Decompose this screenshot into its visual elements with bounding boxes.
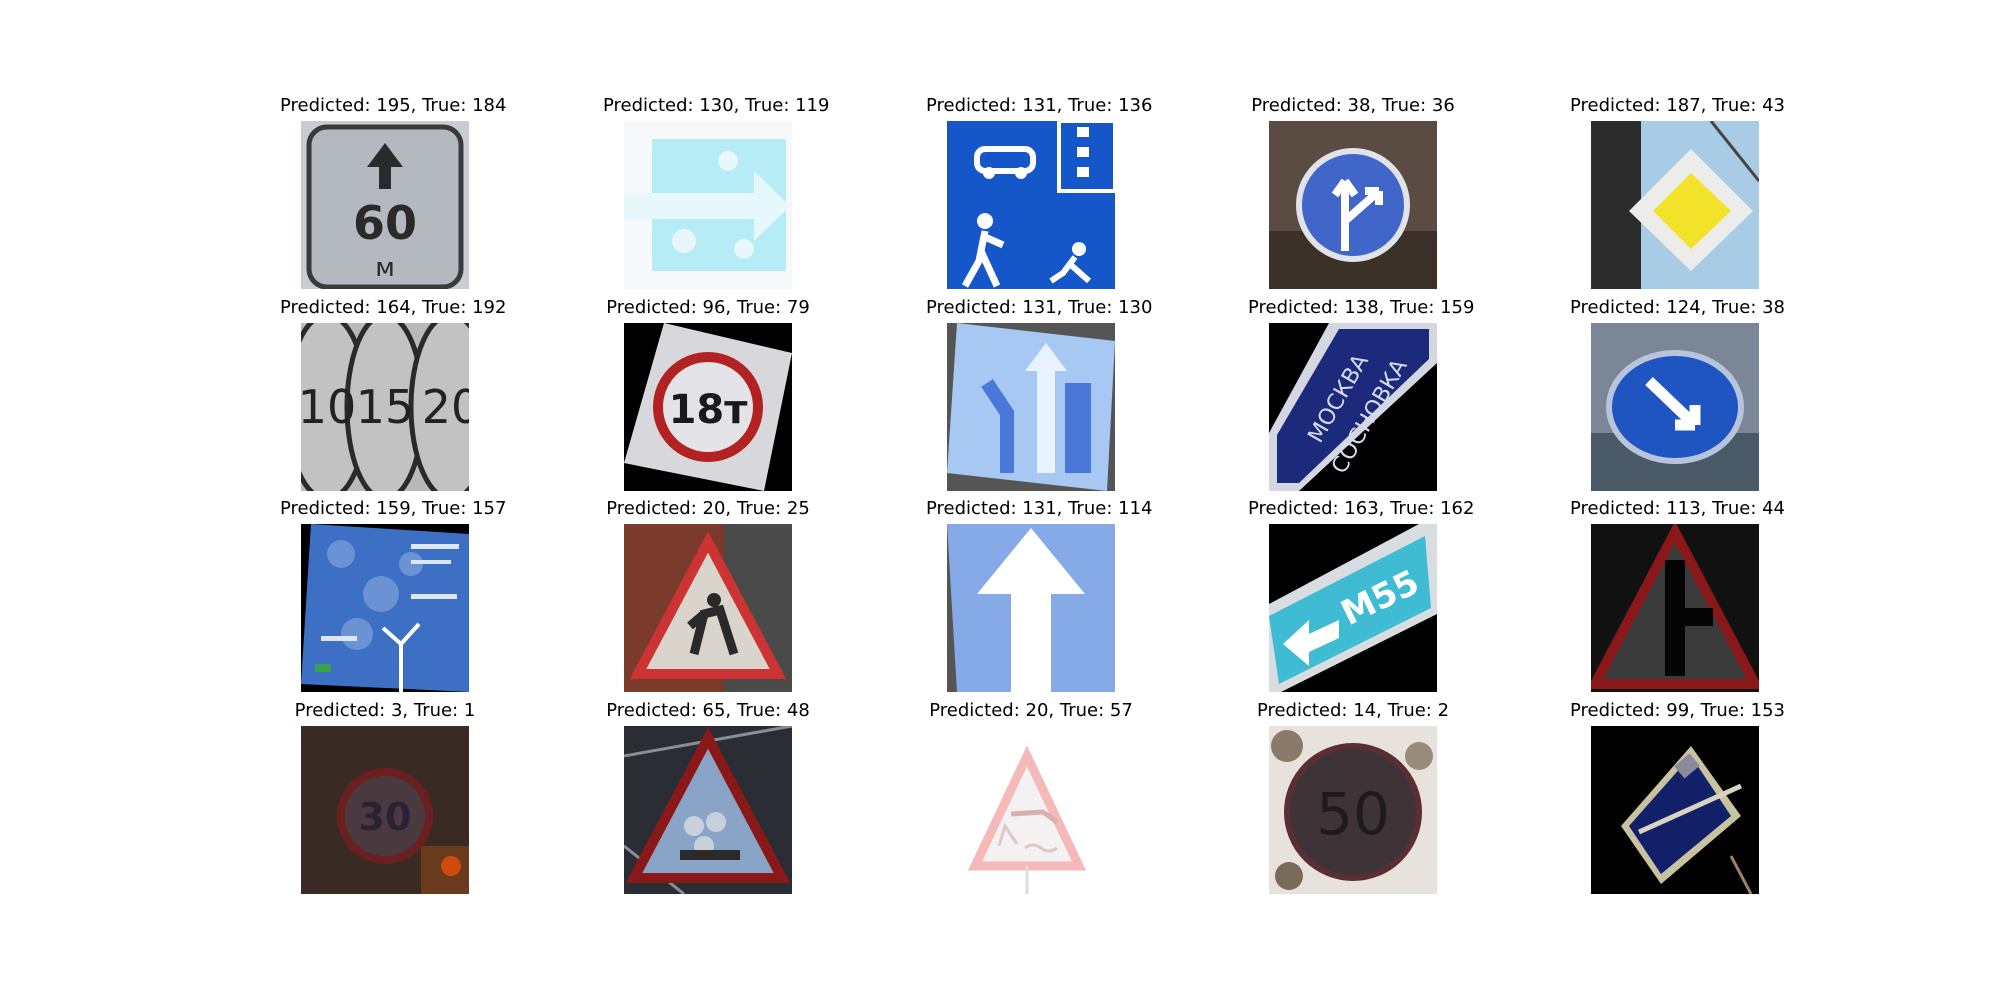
cell-title: Predicted: 138, True: 159	[1248, 297, 1475, 318]
cell-title: Predicted: 159, True: 157	[280, 498, 507, 519]
sign-text: 30	[359, 795, 412, 839]
sign-text: 60	[353, 196, 417, 250]
speed-50-sign-image: 50	[1269, 726, 1437, 894]
speed-limit-signs-10-15-20-image: 10 15 20	[301, 323, 469, 491]
grid-cell: Predicted: 159, True: 157	[280, 498, 507, 692]
cell-title: Predicted: 130, True: 119	[603, 95, 830, 116]
keep-right-sign-image	[1591, 323, 1759, 491]
grid-cell: Predicted: 130, True: 119	[603, 95, 830, 289]
grid-cell: Predicted: 3, True: 1 30	[280, 700, 490, 894]
cell-title: Predicted: 65, True: 48	[606, 700, 810, 721]
grid-cell: Predicted: 131, True: 114	[926, 498, 1153, 692]
sign-text: м	[375, 253, 395, 283]
grid-cell: Predicted: 131, True: 136	[926, 95, 1153, 289]
grid-cell: Predicted: 96, True: 79 18т	[603, 297, 813, 491]
cell-title: Predicted: 20, True: 57	[929, 700, 1133, 721]
cell-title: Predicted: 164, True: 192	[280, 297, 507, 318]
moskva-sosnovka-direction-sign-image: МОСКВА СОСНОВКА	[1269, 323, 1437, 491]
one-way-arrow-sign-image	[947, 524, 1115, 692]
cell-title: Predicted: 124, True: 38	[1570, 297, 1786, 318]
sign-text: 50	[1316, 780, 1390, 848]
cell-title: Predicted: 131, True: 136	[926, 95, 1153, 116]
cell-title: Predicted: 14, True: 2	[1256, 700, 1450, 721]
sign-text: 20	[422, 380, 469, 434]
grid-cell: Predicted: 131, True: 130	[926, 297, 1153, 491]
cell-title: Predicted: 131, True: 130	[926, 297, 1153, 318]
grid-cell: Predicted: 20, True: 25	[603, 498, 813, 692]
cell-title: Predicted: 131, True: 114	[926, 498, 1153, 519]
grid-cell: Predicted: 38, True: 36	[1248, 95, 1458, 289]
cell-title: Predicted: 195, True: 184	[280, 95, 507, 116]
living-zone-sign-image	[947, 121, 1115, 289]
grid-cell: Predicted: 20, True: 57	[926, 700, 1136, 894]
cell-title: Predicted: 99, True: 153	[1570, 700, 1786, 721]
lane-direction-sign-image	[947, 323, 1115, 491]
level-crossing-warning-image	[624, 726, 792, 894]
grid-cell: Predicted: 113, True: 44	[1570, 498, 1786, 692]
grid-cell: Predicted: 138, True: 159 МОСКВА СОСНОВК…	[1248, 297, 1475, 491]
cell-title: Predicted: 187, True: 43	[1570, 95, 1786, 116]
cell-title: Predicted: 3, True: 1	[294, 700, 476, 721]
end-of-main-road-sign-image	[1591, 726, 1759, 894]
grid-cell: Predicted: 187, True: 43	[1570, 95, 1786, 289]
river-bank-warning-image	[947, 726, 1115, 894]
priority-road-sign-image	[1591, 121, 1759, 289]
grid-cell: Predicted: 195, True: 184 60 м	[280, 95, 507, 289]
max-18t-sign-image: 18т	[624, 323, 792, 491]
roadworks-sign-image	[624, 524, 792, 692]
cell-title: Predicted: 113, True: 44	[1570, 498, 1786, 519]
m55-route-sign-image: М55	[1269, 524, 1437, 692]
cell-title: Predicted: 38, True: 36	[1251, 95, 1455, 116]
grid-cell: Predicted: 14, True: 2 50	[1248, 700, 1458, 894]
sign-text: 18т	[669, 387, 749, 433]
grid-cell: Predicted: 163, True: 162 М55	[1248, 498, 1475, 692]
straight-or-right-sign-image	[1269, 121, 1437, 289]
dark-speed-30-sign-image: 30	[301, 726, 469, 894]
grid-cell: Predicted: 164, True: 192 10 15 20	[280, 297, 507, 491]
cell-title: Predicted: 163, True: 162	[1248, 498, 1475, 519]
grid-cell: Predicted: 124, True: 38	[1570, 297, 1786, 491]
distance-60m-sign-image: 60 м	[301, 121, 469, 289]
sign-text: 15	[356, 380, 415, 434]
blue-route-board-image	[301, 524, 469, 692]
cell-title: Predicted: 20, True: 25	[606, 498, 810, 519]
cell-title: Predicted: 96, True: 79	[606, 297, 810, 318]
sign-text: 10	[301, 380, 356, 434]
grid-cell: Predicted: 99, True: 153	[1570, 700, 1786, 894]
light-blue-direction-sign-image	[624, 121, 792, 289]
grid-cell: Predicted: 65, True: 48	[603, 700, 813, 894]
side-road-warning-sign-image	[1591, 524, 1759, 692]
